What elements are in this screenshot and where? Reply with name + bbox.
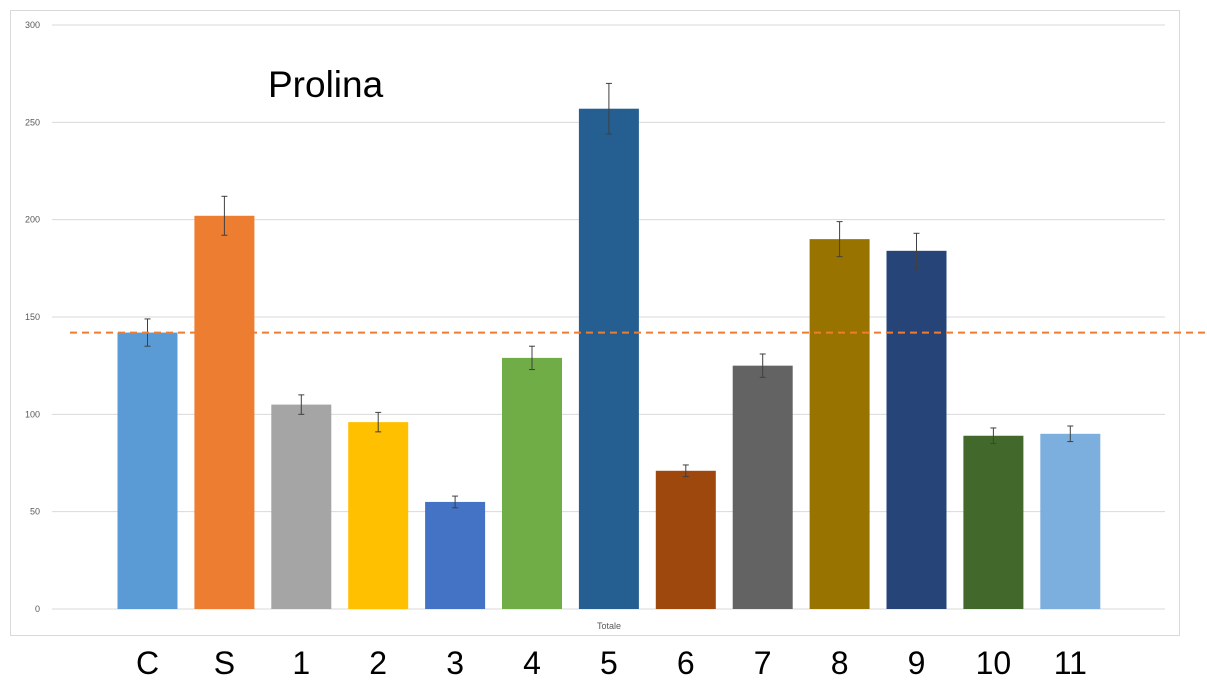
category-label-4: 4 — [523, 645, 541, 681]
error-bar-5 — [605, 82, 612, 135]
y-axis-ticks: 0 50 100 150 200 250 300 — [25, 20, 40, 614]
category-label-5: 5 — [599, 645, 618, 681]
category-label-6: 6 — [676, 645, 695, 681]
category-label-1: 1 — [292, 645, 311, 681]
bar-5 — [578, 108, 639, 609]
y-tick-label: 50 — [30, 507, 40, 517]
category-label-9: 9 — [907, 645, 926, 681]
y-tick-label: 250 — [25, 117, 40, 127]
y-tick-label: 0 — [35, 604, 40, 614]
error-bar-3 — [452, 495, 459, 509]
category-label-C: C — [135, 645, 160, 681]
y-tick-label: 150 — [25, 312, 40, 322]
error-bar-4 — [529, 345, 535, 371]
bar-8 — [809, 239, 870, 609]
error-bar-6 — [682, 464, 689, 478]
error-bar-9 — [913, 232, 920, 269]
error-bar-S — [221, 195, 228, 236]
y-tick-label: 200 — [25, 215, 40, 225]
category-label-S: S — [213, 645, 236, 681]
y-tick-label: 100 — [25, 409, 40, 419]
error-bar-11 — [1067, 425, 1074, 443]
bar-C — [117, 332, 178, 609]
category-label-7: 7 — [753, 645, 772, 681]
bar-S — [194, 215, 255, 610]
bar-4 — [502, 357, 562, 609]
bar-2 — [348, 422, 409, 609]
category-label-2: 2 — [369, 645, 388, 681]
error-bar-8 — [836, 221, 843, 258]
category-label-3: 3 — [446, 645, 464, 681]
bar-3 — [425, 501, 486, 609]
y-tick-label: 300 — [25, 20, 40, 30]
chart-frame — [10, 10, 1180, 636]
error-bars — [144, 82, 1074, 509]
bar-9 — [886, 250, 947, 609]
bar-1 — [271, 404, 332, 609]
error-bar-2 — [375, 411, 382, 433]
error-bar-7 — [759, 353, 766, 378]
bar-10 — [963, 435, 1024, 609]
x-axis-label: Totale — [597, 621, 621, 631]
chart-title: Prolina — [268, 64, 384, 105]
category-label-8: 8 — [830, 645, 849, 681]
bars — [117, 108, 1101, 610]
bar-11 — [1040, 433, 1101, 609]
category-label-10: 10 — [975, 645, 1012, 681]
bar-6 — [655, 470, 716, 609]
bar-7 — [732, 365, 793, 609]
error-bar-1 — [298, 394, 305, 415]
category-label-11: 11 — [1053, 645, 1087, 681]
error-bar-10 — [990, 427, 997, 445]
